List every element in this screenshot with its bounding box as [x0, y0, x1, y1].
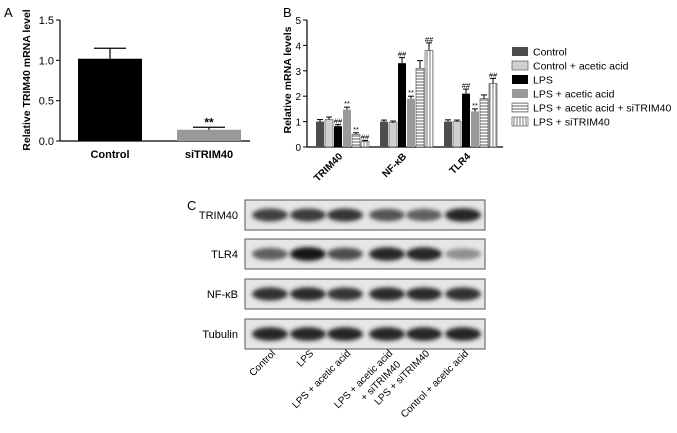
blot-band	[406, 247, 442, 261]
panel-a: A 0.0 0.5 1.0 1.5 Relative TRIM40 mRNA level C…	[4, 5, 250, 161]
panel-b-significance-label: **	[472, 101, 478, 110]
panel-b-bar	[479, 98, 489, 148]
blot-band	[369, 327, 405, 341]
blot-band	[290, 327, 326, 341]
panel-label-b: B	[283, 5, 292, 20]
blot-band	[290, 247, 326, 261]
panel-b-legend-label: LPS + acetic acid + siTRIM40	[533, 103, 671, 115]
panel-b-legend-swatch	[511, 116, 529, 127]
panel-b-bar	[351, 134, 361, 148]
blot-band	[327, 327, 363, 341]
blot-row-label: TLR4	[211, 249, 238, 261]
blot-band	[445, 248, 481, 260]
panel-a-significance-label: **	[204, 115, 214, 129]
panel-b-bar	[324, 119, 334, 148]
panel-b-legend-label: LPS	[533, 75, 553, 87]
panel-a-bar	[177, 129, 241, 141]
panel-b-category-label: TLR4	[448, 151, 474, 177]
blot-band	[252, 287, 288, 301]
panel-a-category-label: siTRIM40	[185, 149, 233, 161]
panel-b-bar	[380, 121, 388, 147]
panel-b-category-label: NF-κB	[381, 151, 410, 180]
panel-b-y-tick-label: 4	[295, 41, 301, 52]
panel-a-bar	[78, 58, 142, 141]
panel-a-y-tick-label: 1.5	[39, 15, 54, 27]
blot-band	[406, 208, 442, 222]
panel-b-bar	[334, 126, 342, 147]
blot-row-label: NF-κB	[207, 289, 238, 301]
blot-band	[406, 327, 442, 341]
panel-label-c: C	[187, 198, 196, 213]
panel-b-bar	[415, 67, 425, 148]
blot-band	[369, 208, 405, 222]
blot-band	[252, 327, 288, 341]
blot-band	[327, 287, 363, 301]
panel-b-legend-label: LPS + siTRIM40	[533, 117, 610, 129]
panel-b-legend-swatch	[512, 47, 528, 56]
panel-b-significance-label: ##	[361, 132, 370, 141]
panel-b-bar	[388, 122, 398, 148]
blot-lane-label: LPS	[295, 348, 316, 369]
panel-b-y-tick-label: 1	[295, 118, 301, 129]
panel-b-bar	[452, 121, 462, 148]
panel-b-bar	[360, 141, 370, 148]
panel-a-category-label: Control	[90, 149, 129, 161]
panel-b-significance-label: **	[408, 88, 414, 97]
blot-band	[406, 287, 442, 301]
blot-band	[445, 327, 481, 341]
blot-band	[252, 208, 288, 222]
panel-label-a: A	[4, 5, 13, 20]
panel-b-legend-swatch	[512, 89, 528, 98]
panel-b-y-tick-label: 5	[295, 16, 301, 27]
panel-b-category-label: TRIM40	[312, 151, 345, 184]
panel-a-y-axis-label: Relative TRIM40 mRNA level	[21, 9, 33, 150]
blot-band	[369, 287, 405, 301]
panel-b-bar	[424, 50, 434, 148]
blot-band	[327, 247, 363, 261]
panel-b-significance-label: ##	[425, 35, 434, 44]
panel-b-bar	[444, 121, 452, 147]
panel-b-significance-label: ##	[489, 70, 498, 79]
blot-band	[252, 247, 288, 261]
panel-b-bar	[471, 111, 479, 147]
blot-band	[445, 208, 481, 222]
panel-b-significance-label: ##	[462, 81, 471, 90]
blot-row-label: Tubulin	[202, 329, 238, 341]
panel-b-y-axis-label: Relative mRNA levels	[282, 26, 294, 133]
panel-b-y-tick-label: 0	[295, 143, 301, 154]
panel-b-bar	[343, 109, 351, 147]
panel-b-y-tick-label: 2	[295, 92, 301, 103]
panel-b-significance-label: **	[353, 125, 359, 134]
panel-b-y-tick-label: 3	[295, 67, 301, 78]
panel-b-significance-label: ##	[398, 50, 407, 59]
panel-b-significance-label: **	[344, 99, 350, 108]
blot-row-label: TRIM40	[199, 210, 238, 222]
panel-b-bar	[316, 121, 324, 147]
panel-a-y-tick-label: 0.5	[39, 96, 54, 108]
panel-b-bar	[462, 93, 470, 147]
panel-b-legend-swatch	[511, 102, 529, 113]
panel-b-legend-label: Control + acetic acid	[533, 61, 629, 73]
blot-band	[290, 208, 326, 222]
panel-a-y-tick-label: 0.0	[39, 136, 54, 148]
blot-band	[327, 208, 363, 222]
panel-b-legend-label: LPS + acetic acid	[533, 89, 615, 101]
panel-b-bar	[398, 63, 406, 147]
panel-b-legend-swatch	[512, 75, 528, 84]
blot-band	[290, 287, 326, 301]
blot-lane-label: Control + acetic acid	[399, 348, 471, 420]
blot-band	[369, 247, 405, 261]
blot-lane-label: Control	[248, 348, 279, 379]
panel-b-bar	[488, 83, 498, 148]
panel-b-bar	[407, 98, 415, 147]
blot-band	[445, 287, 481, 301]
panel-b-legend-swatch	[511, 60, 529, 71]
panel-b-legend-label: Control	[533, 47, 567, 59]
panel-b-significance-label: ##	[334, 117, 343, 126]
panel-a-y-tick-label: 1.0	[39, 55, 54, 67]
